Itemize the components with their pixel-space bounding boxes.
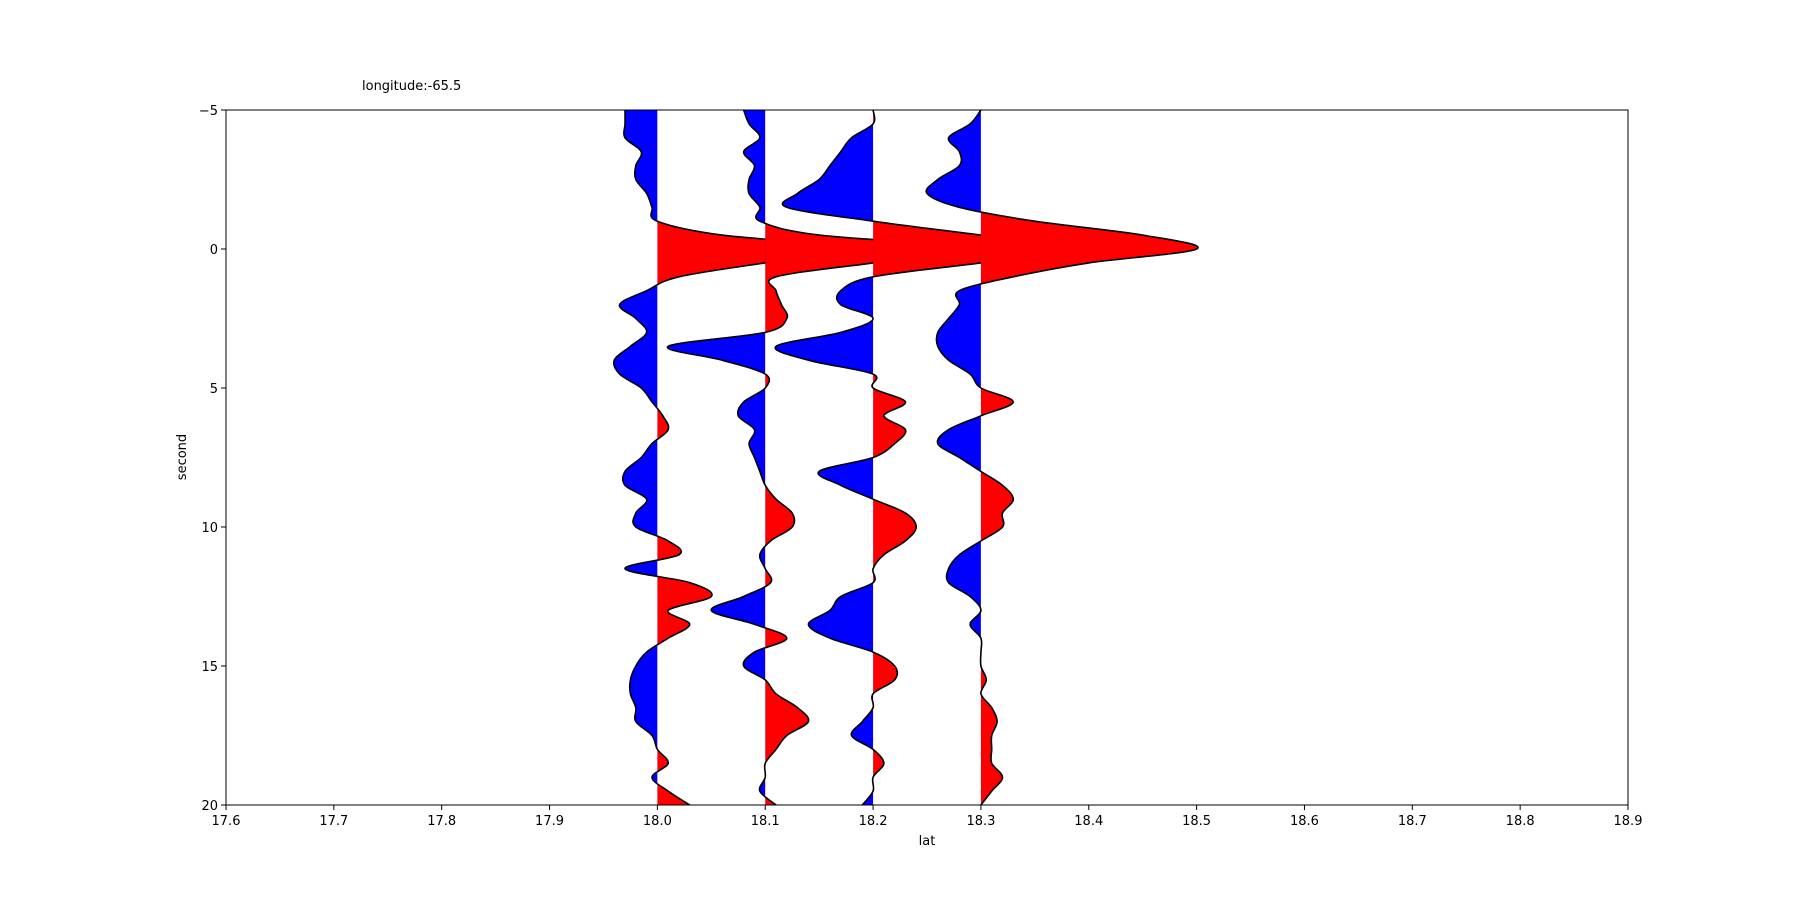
trace-line bbox=[774, 110, 1090, 805]
x-tick-label: 18.3 bbox=[966, 814, 995, 829]
x-tick-label: 17.7 bbox=[319, 814, 348, 829]
trace-line bbox=[612, 110, 864, 805]
y-tick-label: 10 bbox=[201, 521, 218, 536]
x-tick-label: 18.8 bbox=[1506, 814, 1535, 829]
negative-fill bbox=[775, 123, 874, 805]
x-tick-label: 18.9 bbox=[1614, 814, 1643, 829]
trace-line bbox=[925, 110, 1199, 805]
x-tick-label: 17.8 bbox=[427, 814, 456, 829]
positive-fill bbox=[980, 212, 1199, 805]
y-axis-label: second bbox=[175, 434, 190, 480]
y-tick-label: 15 bbox=[201, 660, 218, 675]
chart-title: longitude:-65.5 bbox=[362, 79, 461, 94]
x-tick-label: 18.6 bbox=[1290, 814, 1319, 829]
plot-frame bbox=[225, 109, 1629, 806]
x-tick-label: 18.1 bbox=[751, 814, 780, 829]
x-tick-label: 17.9 bbox=[535, 814, 564, 829]
negative-fill bbox=[613, 110, 658, 784]
positive-fill bbox=[657, 110, 863, 805]
traces bbox=[612, 110, 1199, 805]
x-tick-label: 18.2 bbox=[859, 814, 888, 829]
x-axis-label: lat bbox=[919, 834, 936, 849]
x-tick-label: 18.5 bbox=[1182, 814, 1211, 829]
negative-fill bbox=[667, 110, 766, 798]
y-tick-label: 20 bbox=[201, 799, 218, 814]
negative-fill bbox=[926, 110, 981, 805]
y-tick-label: −5 bbox=[199, 104, 218, 119]
x-tick-label: 17.6 bbox=[212, 814, 241, 829]
x-tick-label: 18.4 bbox=[1074, 814, 1103, 829]
trace-line bbox=[666, 110, 983, 805]
x-tick-label: 18.7 bbox=[1398, 814, 1427, 829]
y-tick-label: 5 bbox=[210, 382, 218, 397]
y-tick-label: 0 bbox=[210, 243, 218, 258]
x-tick-label: 18.0 bbox=[643, 814, 672, 829]
